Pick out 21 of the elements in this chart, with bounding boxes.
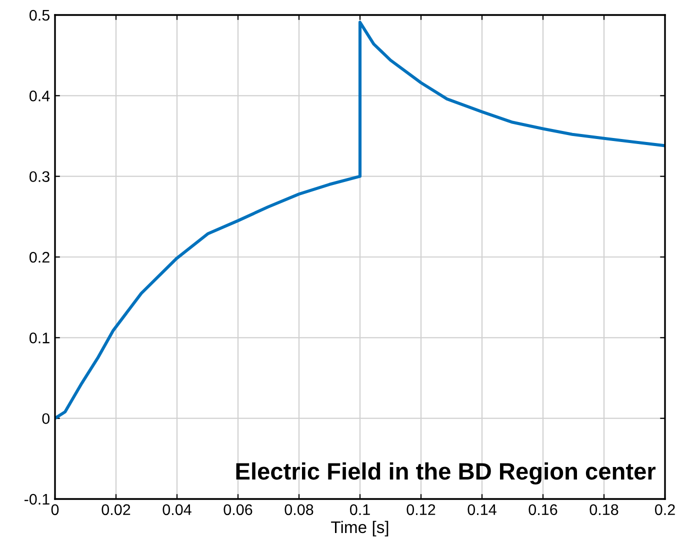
x-tick-label: 0.14 <box>468 504 496 516</box>
x-tick-label: 0.02 <box>102 504 130 516</box>
x-tick-label: 0.2 <box>654 504 675 516</box>
x-tick-label: 0.1 <box>350 504 370 516</box>
y-tick-label: 0.4 <box>30 90 50 102</box>
y-tick-label: -0.1 <box>24 494 50 505</box>
y-tick-label: 0.3 <box>30 171 50 182</box>
line-series <box>55 20 665 420</box>
y-tick-label: 0 <box>42 413 50 424</box>
x-tick-label: 0 <box>51 504 59 516</box>
x-tick-label: 0.18 <box>590 504 618 516</box>
x-tick-label: 0.04 <box>162 504 192 516</box>
annotation: Electric Field in the BD Region center <box>236 462 656 484</box>
x-axis-title: Time [s] <box>331 520 388 536</box>
y-tick-label: 0.5 <box>30 10 50 21</box>
x-tick-label: 0.12 <box>406 504 436 516</box>
y-tick-label: 0.1 <box>30 332 50 344</box>
y-tick-label: 0.2 <box>30 252 50 263</box>
x-tick-label: 0.06 <box>224 504 252 516</box>
x-tick-label: 0.08 <box>284 504 314 516</box>
x-tick-label: 0.16 <box>528 504 558 516</box>
